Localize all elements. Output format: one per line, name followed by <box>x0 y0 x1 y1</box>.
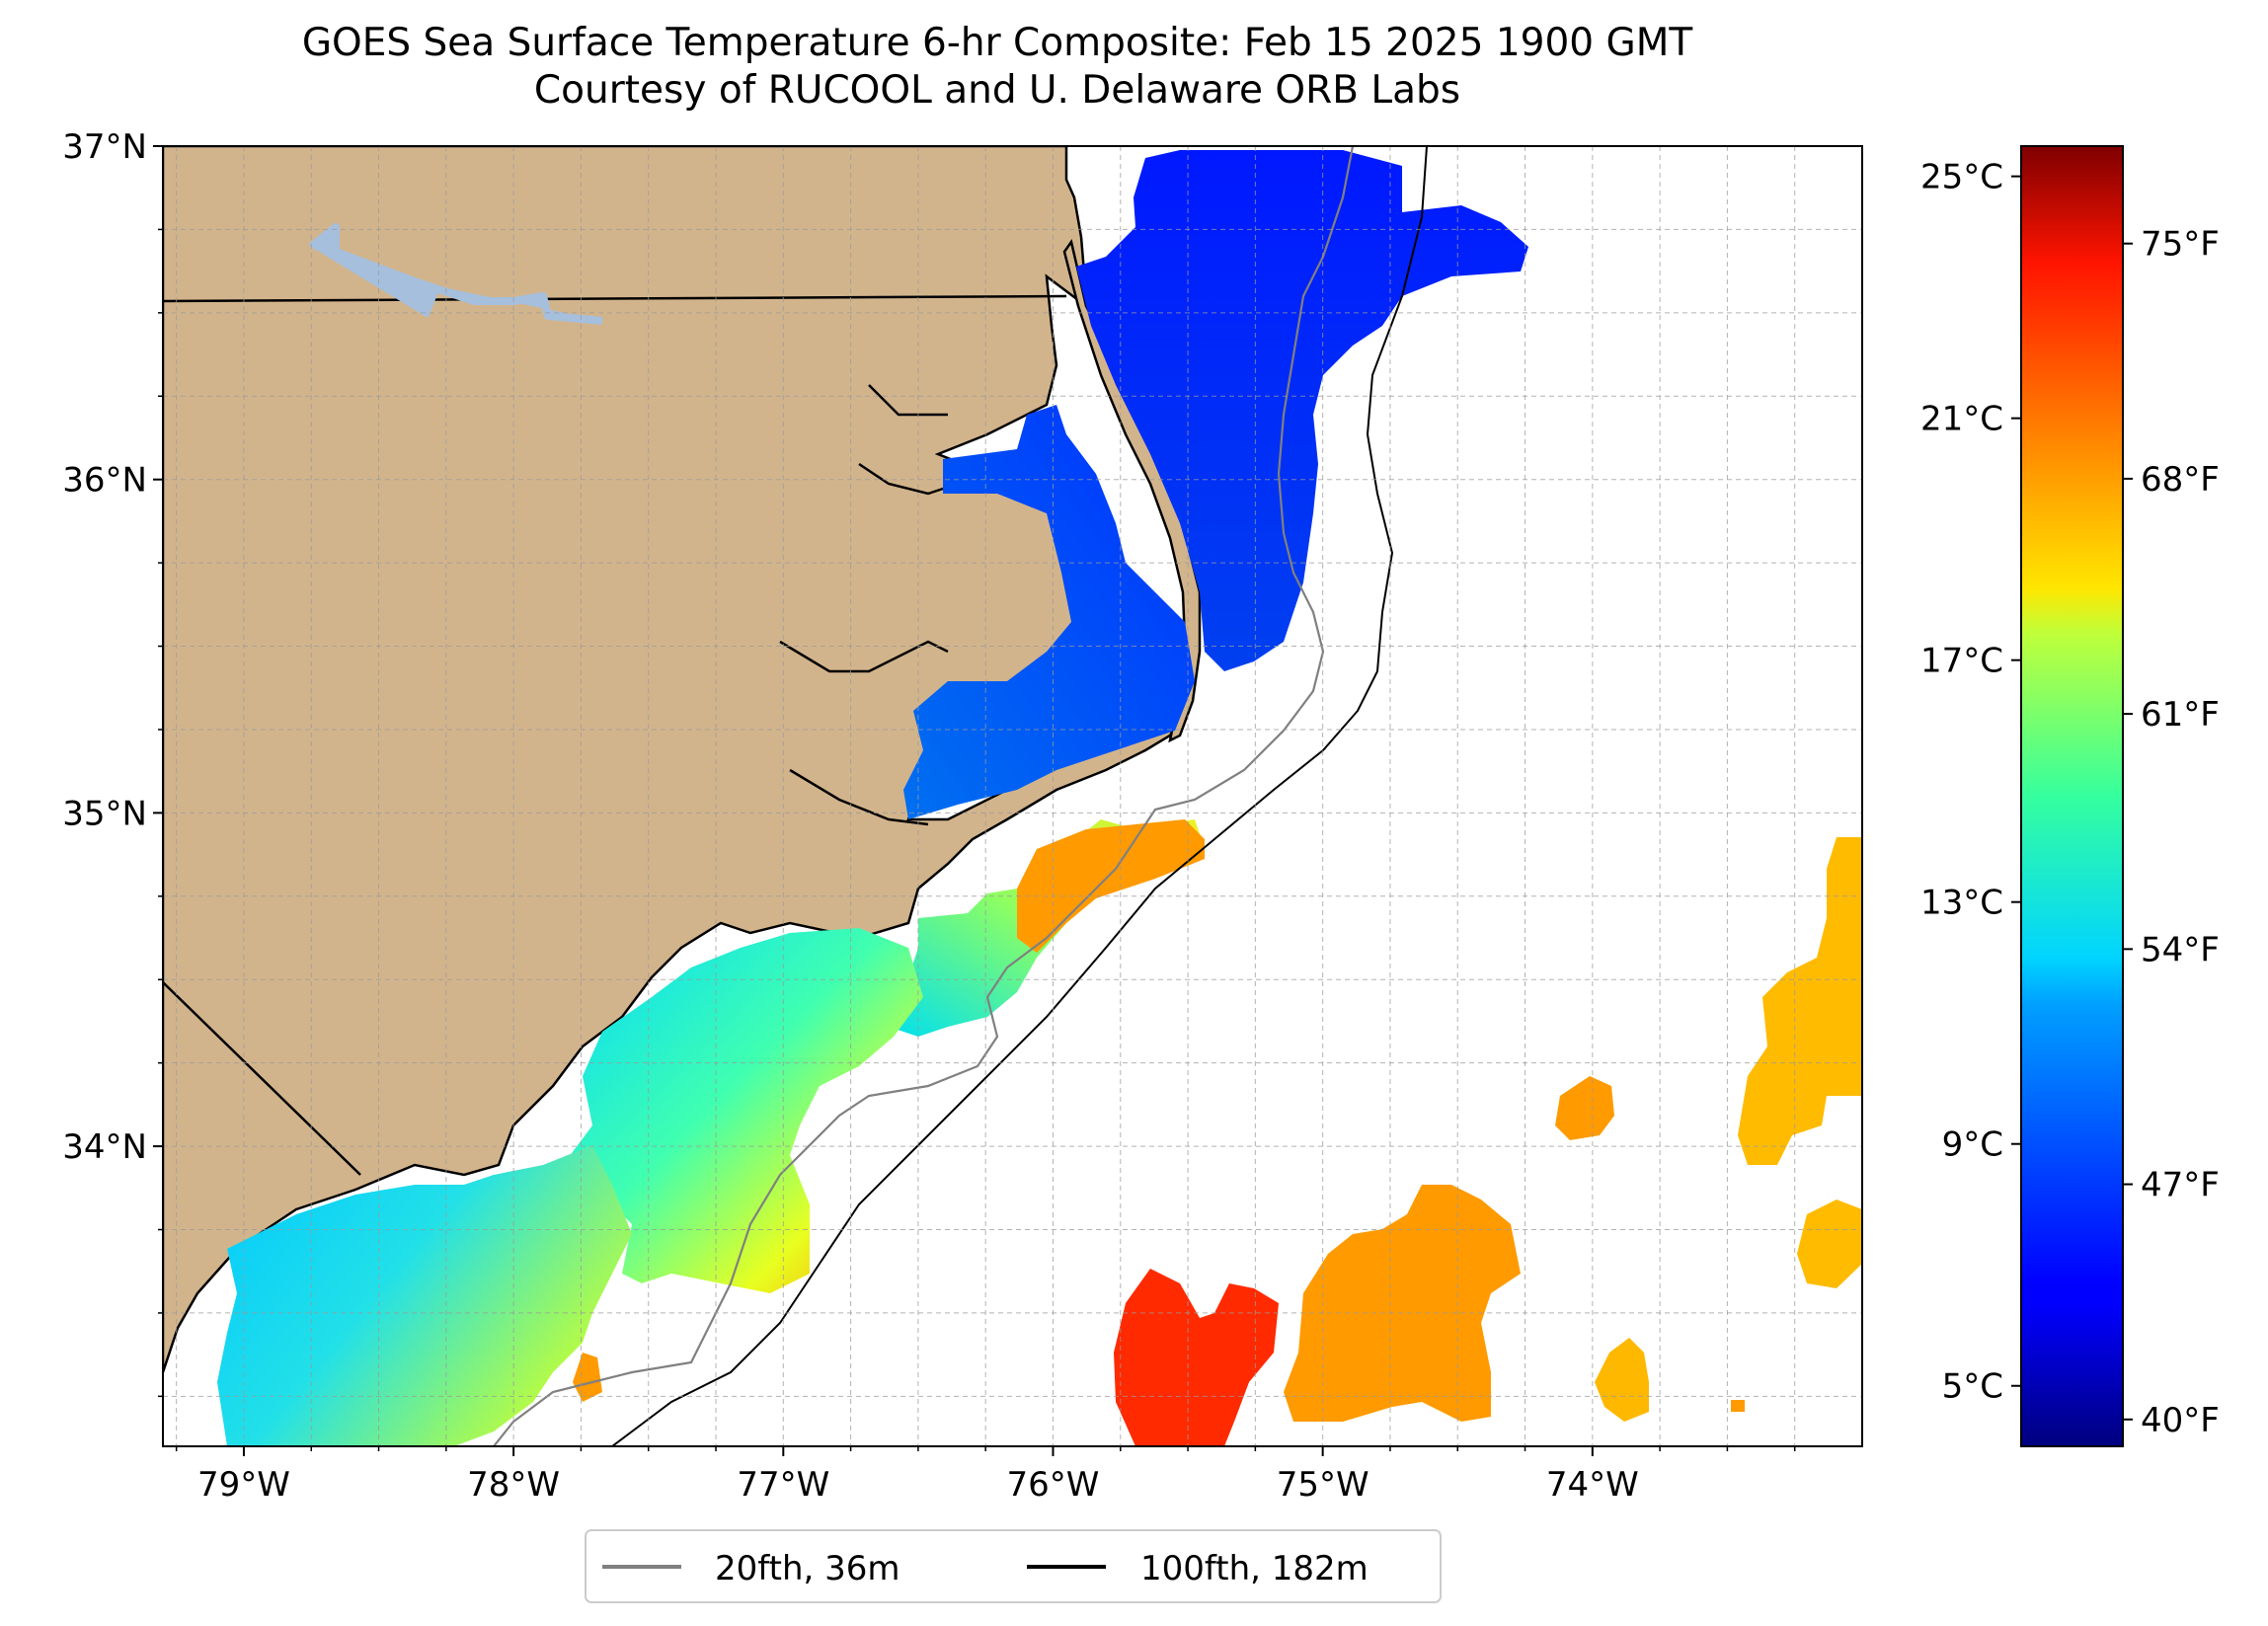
longitude-axis: 79°W 78°W 77°W 76°W 75°W 74°W <box>175 1446 1796 1505</box>
sst-speck <box>1731 1400 1745 1412</box>
sst-gulf-stream-central <box>1284 1185 1521 1422</box>
fahrenheit-tick-label: 40°F <box>2141 1401 2220 1440</box>
celsius-tick-label: 21°C <box>1920 400 2003 439</box>
sst-east-edge <box>1738 837 1862 1165</box>
legend: 20fth, 36m 100fth, 182m <box>585 1529 1442 1603</box>
legend-label-100fth: 100fth, 182m <box>1140 1549 1369 1588</box>
colorbar-fahrenheit-axis: 75°F 68°F 61°F 54°F 47°F 40°F <box>2123 225 2220 1440</box>
colorbar-scale <box>2020 145 2124 1447</box>
lon-tick-label: 79°W <box>197 1465 290 1505</box>
lat-tick-label: 36°N <box>62 461 147 501</box>
sst-north-offshore <box>1076 150 1528 671</box>
sst-onslow-bay <box>563 928 923 1293</box>
lon-tick-label: 78°W <box>467 1465 560 1505</box>
celsius-tick-label: 13°C <box>1920 884 2003 923</box>
sst-long-bay <box>217 1145 632 1446</box>
isobath-100fth <box>611 146 1428 1446</box>
colorbar-celsius-axis: 25°C 21°C 17°C 13°C 9°C 5°C <box>1920 158 2021 1407</box>
lat-tick-label: 34°N <box>62 1127 147 1167</box>
fahrenheit-tick-label: 54°F <box>2141 930 2220 969</box>
sst-long-bay-warm <box>573 1353 602 1402</box>
state-border-nc-sc <box>163 981 361 1176</box>
map-title: GOES Sea Surface Temperature 6-hr Compos… <box>301 21 1693 65</box>
lon-tick-label: 76°W <box>1007 1465 1100 1505</box>
river-neuse <box>779 384 959 826</box>
fahrenheit-tick-label: 47°F <box>2141 1166 2220 1205</box>
gridlines <box>163 145 1863 1446</box>
latitude-axis: 37°N 36°N 35°N 34°N <box>62 127 163 1398</box>
lon-tick-label: 74°W <box>1546 1465 1639 1505</box>
fahrenheit-tick-label: 61°F <box>2141 695 2220 735</box>
map-subtitle: Courtesy of RUCOOL and U. Delaware ORB L… <box>533 68 1461 113</box>
sst-pamlico-sound <box>903 405 1195 819</box>
isobath-20fth <box>493 146 1355 1446</box>
state-border-va-nc <box>163 294 1067 303</box>
legend-box <box>585 1529 1442 1603</box>
lon-tick-label: 75°W <box>1277 1465 1369 1505</box>
sst-gulf-stream-eddy <box>1114 1269 1279 1446</box>
sst-east-edge-lower <box>1797 1200 1862 1288</box>
legend-label-20fth: 20fth, 36m <box>715 1549 900 1588</box>
sst-small-patch-1 <box>1555 1076 1614 1140</box>
celsius-tick-label: 9°C <box>1942 1125 2003 1165</box>
fahrenheit-tick-label: 75°F <box>2141 225 2220 265</box>
lake-kerr <box>308 223 603 325</box>
fahrenheit-tick-label: 68°F <box>2141 460 2220 500</box>
plot-frame <box>162 145 1863 1447</box>
lat-tick-label: 37°N <box>62 127 147 167</box>
sst-small-patch-2 <box>1595 1338 1649 1422</box>
lon-tick-label: 77°W <box>737 1465 829 1505</box>
lat-tick-label: 35°N <box>62 794 147 833</box>
celsius-tick-label: 17°C <box>1920 642 2003 681</box>
celsius-tick-label: 5°C <box>1942 1367 2003 1407</box>
celsius-tick-label: 25°C <box>1920 158 2003 197</box>
